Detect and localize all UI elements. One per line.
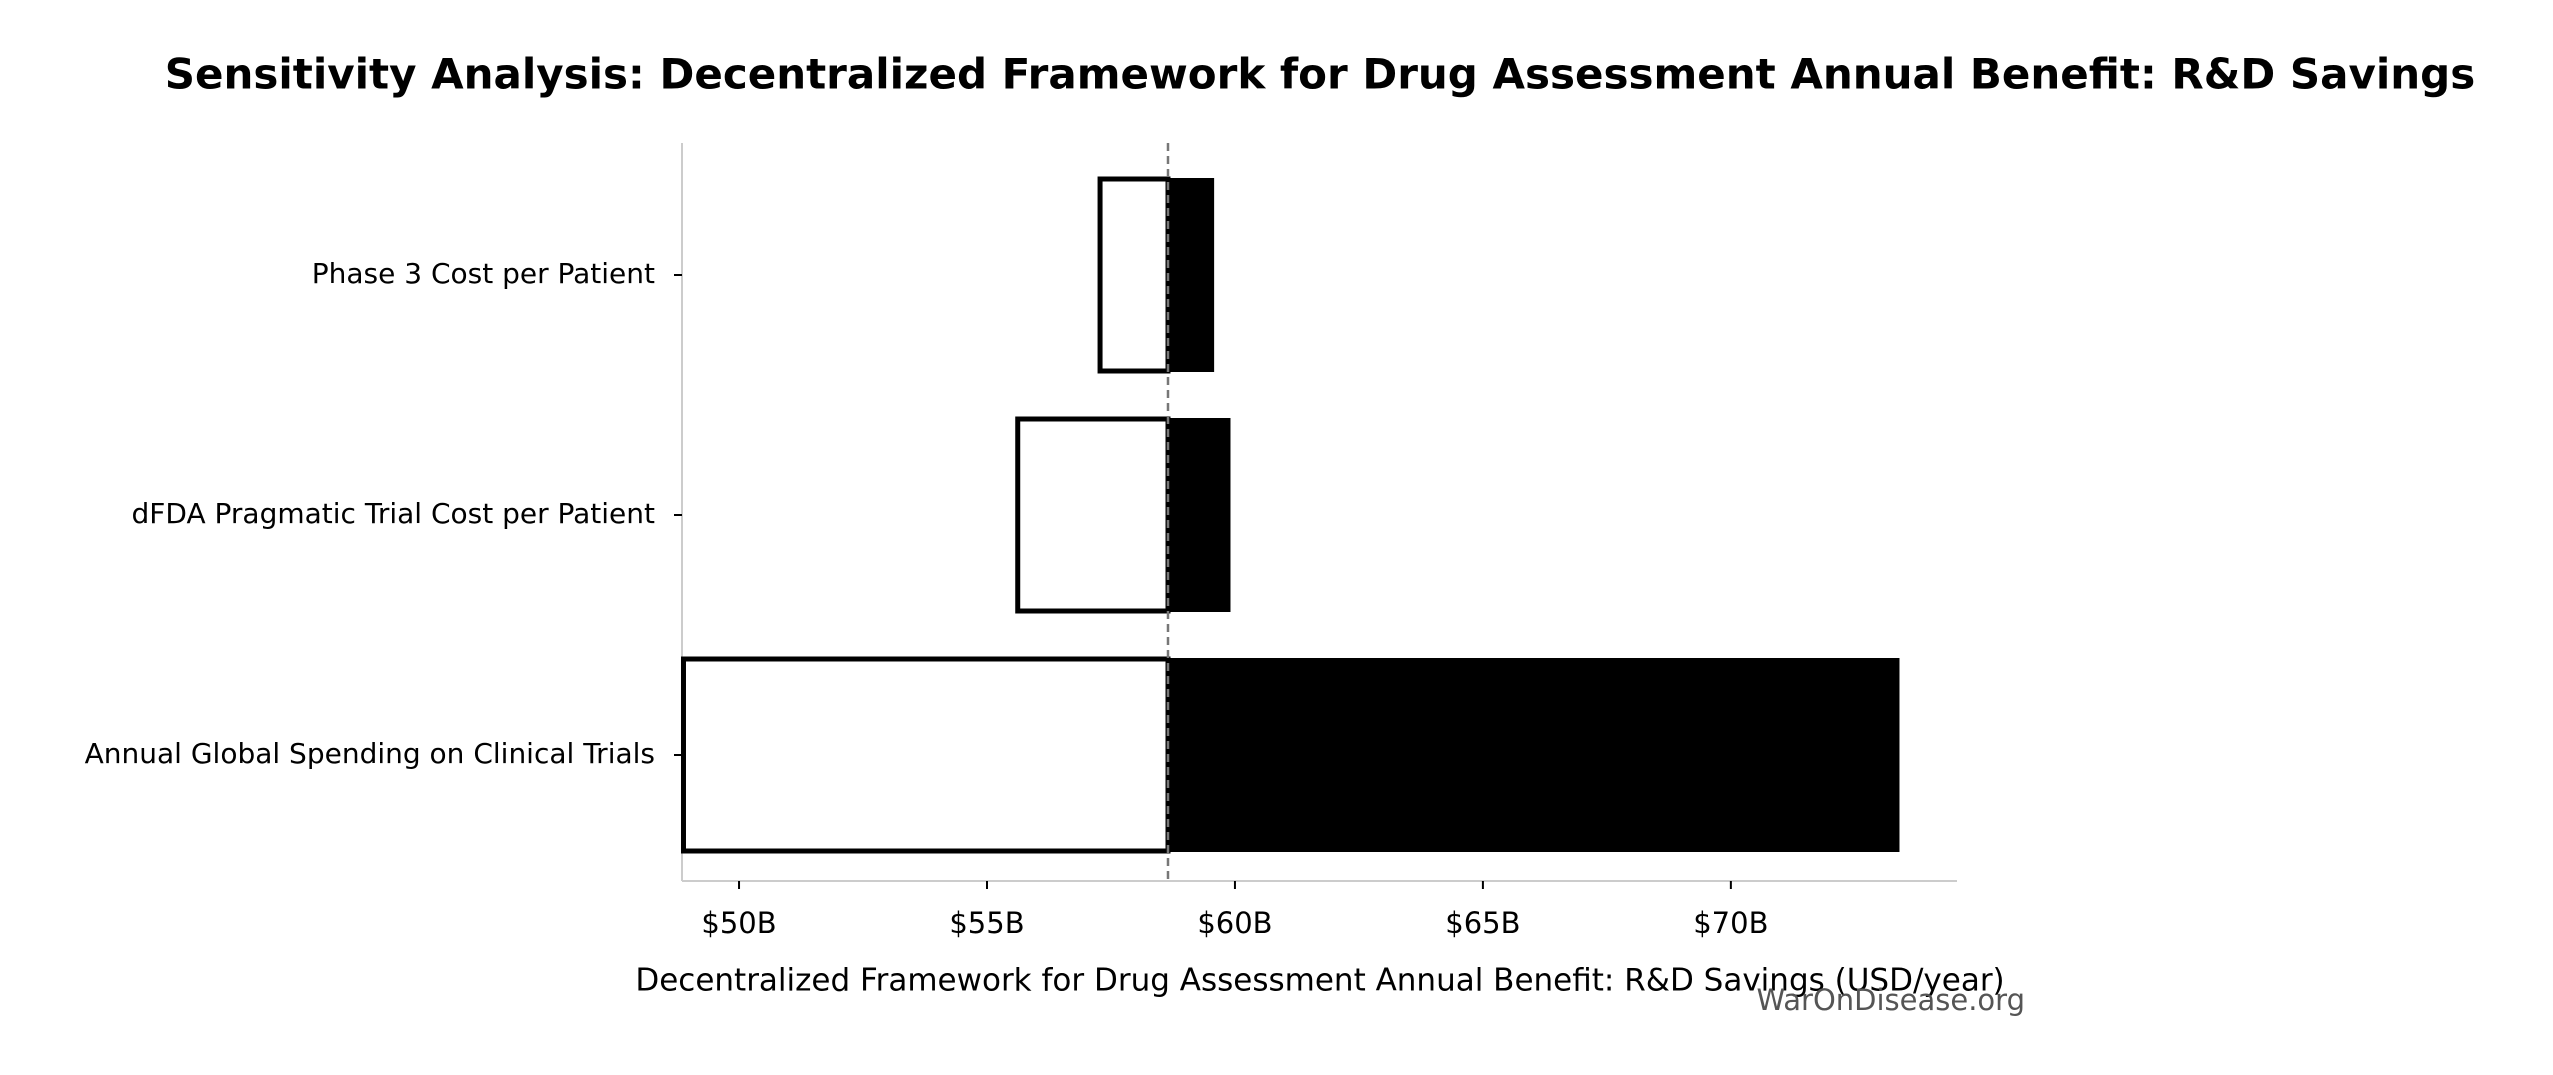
y-tick-label: Annual Global Spending on Clinical Trial… [85,737,655,770]
watermark: WarOnDisease.org [1756,983,2025,1017]
x-tick-label: $60B [1197,906,1272,940]
x-axis-label: Decentralized Framework for Drug Assessm… [635,963,2004,999]
high-bar [1166,658,1900,852]
x-tick-label: $55B [949,906,1024,940]
low-bar [1015,416,1171,614]
low-bar [680,656,1171,854]
high-bar [1166,178,1215,372]
x-tick-label: $70B [1693,906,1768,940]
chart-title: Sensitivity Analysis: Decentralized Fram… [165,50,2475,99]
y-tick-label: dFDA Pragmatic Trial Cost per Patient [132,497,656,530]
y-tick-label: Phase 3 Cost per Patient [312,257,655,290]
low-bar [1097,176,1171,374]
x-tick-label: $50B [701,906,776,940]
x-tick-label: $65B [1445,906,1520,940]
high-bar [1166,418,1231,612]
